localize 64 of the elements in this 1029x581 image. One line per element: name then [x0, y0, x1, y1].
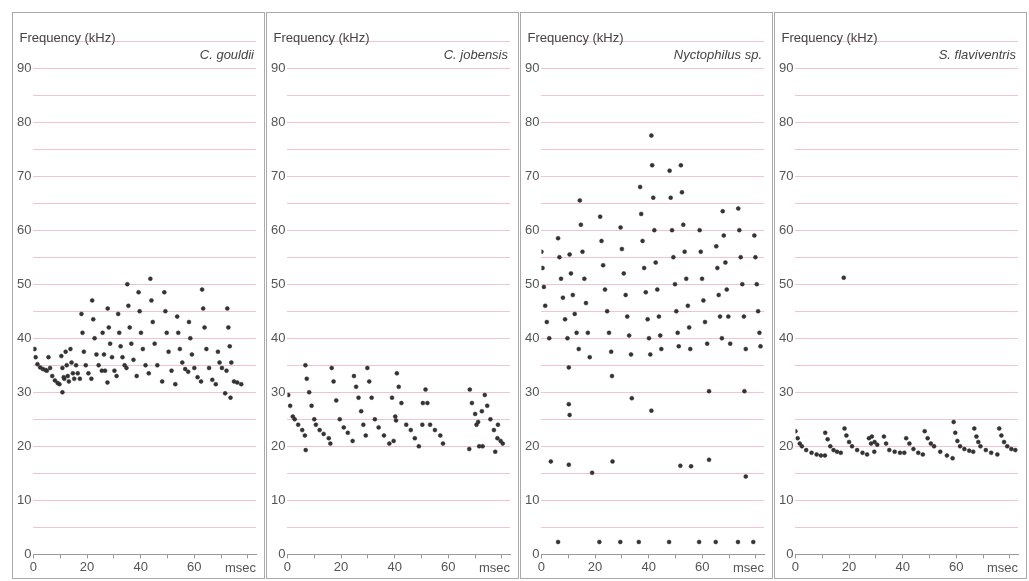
y-tick-label: 0	[24, 545, 32, 561]
y-tick-label: 40	[270, 329, 286, 345]
x-tick-label: 20	[841, 558, 857, 574]
y-tick-label: 50	[524, 275, 540, 291]
y-tick-label: 80	[270, 113, 286, 129]
x-axis-title: msec	[224, 560, 257, 576]
x-tick-label: 60	[187, 558, 202, 574]
y-tick-label: 70	[270, 167, 286, 183]
y-tick-label: 40	[778, 329, 794, 345]
y-axis-title: Frequency (kHz)	[19, 30, 116, 46]
y-tick-label: 60	[270, 221, 286, 237]
y-tick-label: 50	[778, 275, 794, 291]
x-tick-label: 40	[895, 558, 910, 574]
y-tick-label: 80	[778, 113, 794, 129]
y-tick-label: 30	[778, 383, 794, 399]
x-tick-label: 20	[333, 558, 349, 574]
y-tick-label: 30	[524, 383, 540, 399]
y-tick-label: 90	[270, 59, 286, 75]
y-axis-title: Frequency (kHz)	[781, 30, 878, 46]
text: C. gouldii	[199, 47, 256, 63]
y-tick-label: 10	[270, 491, 286, 507]
text: S. flaviventris	[938, 47, 1017, 63]
y-tick-label: 80	[524, 113, 540, 129]
y-tick-label: 50	[270, 275, 286, 291]
text: Nyctophilus sp.	[673, 47, 762, 63]
y-tick-label: 90	[524, 59, 540, 75]
y-tick-label: 80	[16, 113, 32, 129]
x-tick-label: 40	[133, 558, 148, 574]
y-tick-label: 10	[16, 491, 32, 507]
y-tick-label: 40	[16, 329, 32, 345]
x-tick-label: 40	[641, 558, 656, 574]
y-tick-label: 70	[524, 167, 540, 183]
text: C. jobensis	[443, 47, 509, 63]
y-tick-label: 30	[270, 383, 286, 399]
y-tick-label: 20	[524, 437, 540, 453]
y-tick-label: 0	[786, 545, 794, 561]
y-tick-label: 90	[16, 59, 32, 75]
y-tick-label: 60	[524, 221, 540, 237]
x-axis-title: msec	[986, 560, 1019, 576]
y-axis-title: Frequency (kHz)	[273, 30, 370, 46]
y-tick-label: 0	[278, 545, 286, 561]
x-tick-label: 40	[387, 558, 402, 574]
x-tick-label: 20	[587, 558, 603, 574]
y-tick-label: 70	[16, 167, 32, 183]
x-axis-title: msec	[732, 560, 765, 576]
y-tick-label: 0	[532, 545, 540, 561]
y-axis-title: Frequency (kHz)	[527, 30, 624, 46]
x-axis-title: msec	[478, 560, 511, 576]
x-tick-label: 20	[79, 558, 95, 574]
y-tick-label: 20	[270, 437, 286, 453]
x-tick-label: 60	[949, 558, 964, 574]
y-tick-label: 10	[524, 491, 540, 507]
y-tick-label: 60	[778, 221, 794, 237]
y-tick-label: 10	[778, 491, 794, 507]
y-tick-label: 60	[16, 221, 32, 237]
y-tick-label: 20	[778, 437, 794, 453]
y-tick-label: 40	[524, 329, 540, 345]
x-tick-label: 60	[695, 558, 710, 574]
x-tick-label: 60	[441, 558, 456, 574]
y-tick-label: 90	[778, 59, 794, 75]
y-tick-label: 20	[16, 437, 32, 453]
y-tick-label: 30	[16, 383, 32, 399]
y-tick-label: 50	[16, 275, 32, 291]
y-tick-label: 70	[778, 167, 794, 183]
